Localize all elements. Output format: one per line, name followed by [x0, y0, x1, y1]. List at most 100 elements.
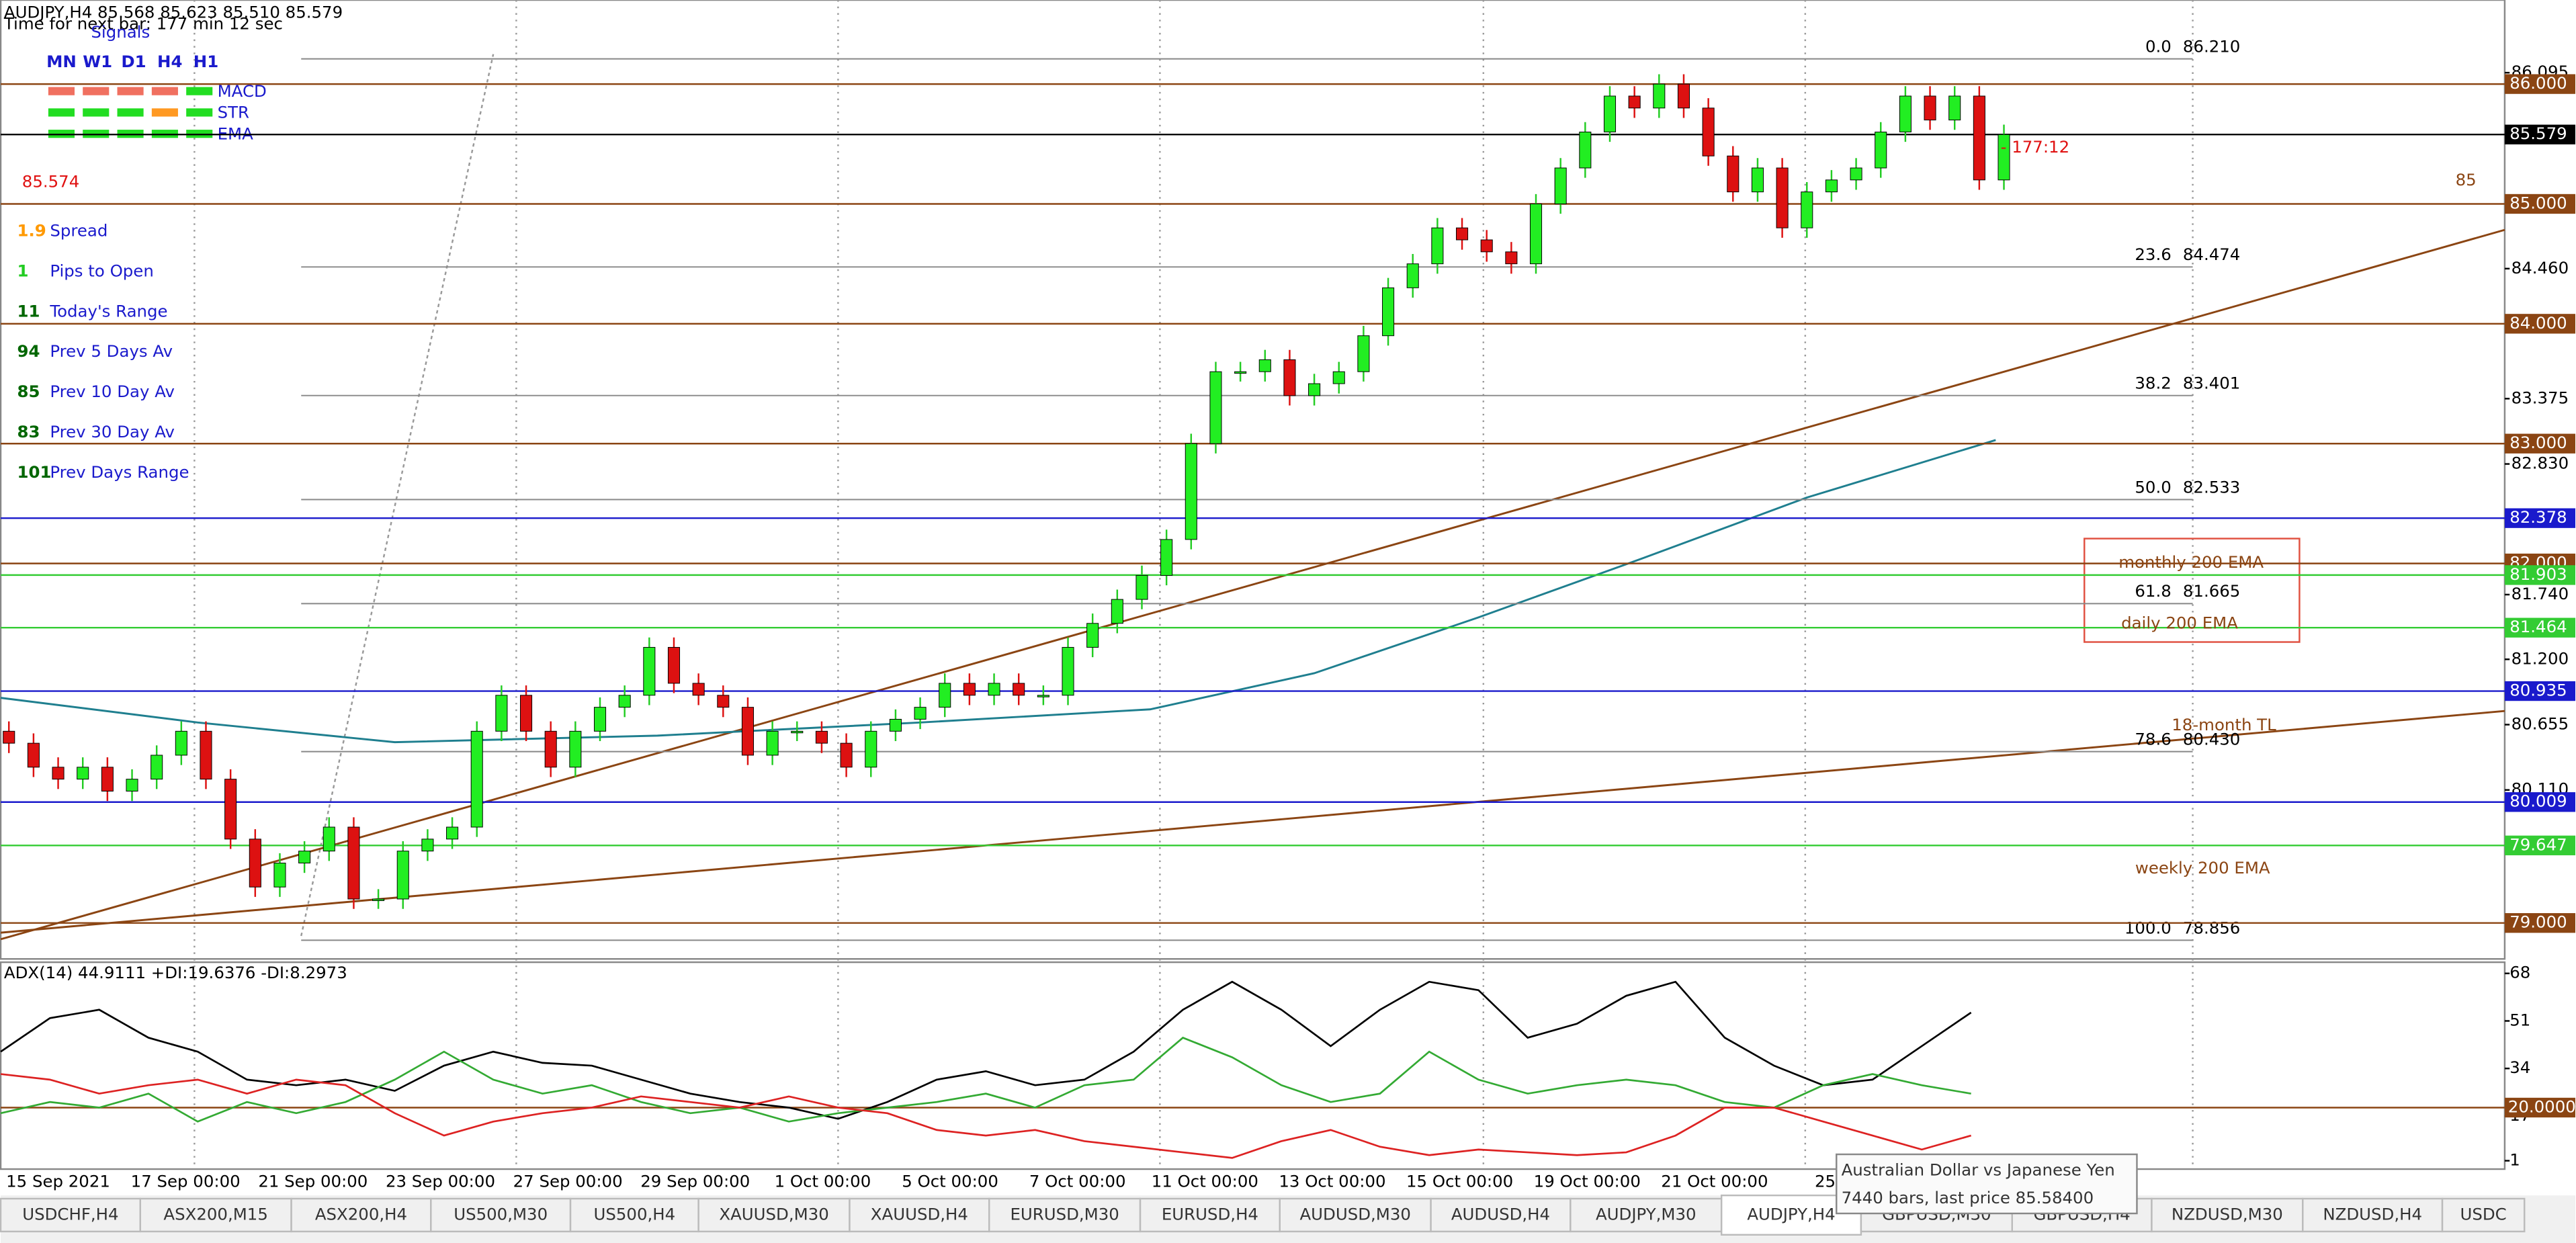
tab[interactable]: AUDUSD,M30: [1279, 1197, 1432, 1233]
tab-label[interactable]: AUDUSD,H4: [1451, 1204, 1550, 1224]
signal-cell: [186, 87, 213, 95]
signal-column: MN: [46, 52, 77, 71]
tab[interactable]: USDC: [2441, 1197, 2526, 1233]
price-label-box: [2504, 617, 2575, 638]
tab[interactable]: NZDUSD,H4: [2302, 1197, 2444, 1233]
candle: [1850, 167, 1862, 181]
price-label-box: [2504, 433, 2575, 454]
candle: [1776, 167, 1789, 228]
adx-tick-label: 68: [2509, 963, 2530, 982]
tab-label[interactable]: NZDUSD,H4: [2323, 1204, 2422, 1224]
candle: [175, 730, 187, 756]
stat-label: Prev 5 Days Av: [50, 341, 173, 361]
tab[interactable]: USDCHF,H4: [0, 1197, 141, 1233]
candle: [643, 646, 656, 696]
fib-level: 0.0: [2145, 37, 2172, 56]
stat-label: Prev 10 Day Av: [50, 382, 175, 401]
tab-label[interactable]: ASX200,M15: [163, 1204, 267, 1224]
tab-label[interactable]: AUDJPY,H4: [1747, 1204, 1835, 1224]
candle: [963, 683, 976, 696]
price-label: 81.740: [2511, 584, 2569, 603]
tooltip-box: [1836, 1153, 2138, 1215]
tab-label[interactable]: EURUSD,M30: [1010, 1204, 1119, 1224]
candle: [77, 767, 89, 780]
price-label: 81.200: [2511, 648, 2569, 668]
price-label-box: [2504, 835, 2575, 855]
time-label: 19 Oct 00:00: [1534, 1172, 1641, 1191]
signal-cell: [48, 87, 75, 95]
tab[interactable]: AUDUSD,H4: [1430, 1197, 1572, 1233]
candle: [1505, 251, 1518, 265]
candle: [470, 730, 483, 828]
tab-bg: [0, 1197, 141, 1233]
price-label-box: [2504, 124, 2575, 144]
adx-level-box: [2504, 1097, 2575, 1118]
signal-column: D1: [121, 52, 146, 71]
price-label: 80.655: [2511, 714, 2569, 733]
price-label: 83.375: [2511, 388, 2569, 407]
candle: [1111, 599, 1123, 624]
tab-label[interactable]: XAUUSD,M30: [719, 1204, 828, 1224]
candle: [1160, 539, 1173, 576]
adx-panel: [0, 961, 2506, 1170]
stat-label: Pips to Open: [50, 261, 153, 280]
tab-label[interactable]: US500,H4: [594, 1204, 676, 1224]
candle: [1973, 95, 1985, 181]
time-label: 15 Oct 00:00: [1406, 1172, 1513, 1191]
tab[interactable]: EURUSD,H4: [1139, 1197, 1281, 1233]
tooltip-line: Australian Dollar vs Japanese Yen: [1842, 1160, 2115, 1179]
tab-label[interactable]: AUDUSD,M30: [1299, 1204, 1410, 1224]
tab[interactable]: XAUUSD,M30: [697, 1197, 851, 1233]
time-label: 21 Oct 00:00: [1661, 1172, 1768, 1191]
signal-cell: [117, 108, 144, 117]
price-label-box: [2504, 74, 2575, 94]
tab-label[interactable]: USDCHF,H4: [22, 1204, 118, 1224]
candle: [1998, 134, 2010, 181]
tab[interactable]: NZDUSD,M30: [2151, 1197, 2304, 1233]
stat-label: Prev Days Range: [50, 462, 189, 482]
price-label: 81.464: [2509, 617, 2567, 636]
stat-value: 1.9: [17, 221, 46, 241]
time-label: 21 Sep 00:00: [258, 1172, 368, 1191]
tab[interactable]: XAUUSD,H4: [849, 1197, 990, 1233]
signal-cell: [83, 108, 110, 117]
candle: [1751, 167, 1764, 193]
tab-label[interactable]: XAUUSD,H4: [871, 1204, 968, 1224]
candle: [1234, 371, 1247, 374]
candle: [1209, 371, 1222, 444]
tab-label[interactable]: EURUSD,H4: [1162, 1204, 1258, 1224]
tab-label[interactable]: ASX200,H4: [315, 1204, 407, 1224]
time-label: 5 Oct 00:00: [902, 1172, 998, 1191]
tab-label[interactable]: AUDJPY,M30: [1596, 1204, 1697, 1224]
adx-level-label: 20.0000: [2508, 1097, 2576, 1116]
tab-label[interactable]: NZDUSD,M30: [2172, 1204, 2283, 1224]
tab[interactable]: US500,H4: [569, 1197, 699, 1233]
signal-column: W1: [83, 52, 112, 71]
price-label: 80.009: [2509, 791, 2567, 811]
time-label: 17 Sep 00:00: [131, 1172, 241, 1191]
bid-price: 85.574: [22, 171, 79, 191]
candle: [741, 707, 755, 756]
candle: [914, 707, 927, 720]
tab-label[interactable]: US500,M30: [454, 1204, 548, 1224]
fib-anchor-line: [300, 54, 495, 937]
tab[interactable]: ASX200,M15: [139, 1197, 292, 1233]
candle: [1431, 227, 1444, 265]
fib-price: 84.474: [2183, 245, 2240, 264]
candle: [1924, 95, 1936, 121]
time-label: 29 Sep 00:00: [640, 1172, 750, 1191]
tab[interactable]: ASX200,H4: [290, 1197, 432, 1233]
tab-bg: [2441, 1197, 2526, 1233]
tab[interactable]: AUDJPY,M30: [1570, 1197, 1723, 1233]
tab-label[interactable]: USDC: [2460, 1204, 2507, 1224]
stat-value: 85: [17, 382, 40, 401]
candle: [889, 718, 902, 732]
candle: [1185, 443, 1197, 540]
time-label: 1 Oct 00:00: [775, 1172, 871, 1191]
candle: [396, 851, 409, 900]
price-label: 79.647: [2509, 834, 2567, 854]
tab[interactable]: EURUSD,M30: [988, 1197, 1142, 1233]
tab[interactable]: US500,M30: [430, 1197, 572, 1233]
fib-price: 80.430: [2183, 730, 2240, 749]
